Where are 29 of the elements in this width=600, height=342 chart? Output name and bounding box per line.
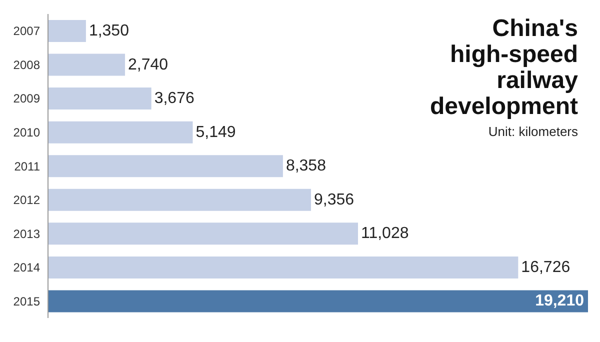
y-tick-label: 2010 xyxy=(13,125,40,140)
data-label: 11,028 xyxy=(361,225,409,242)
data-label: 1,350 xyxy=(88,22,130,40)
y-tick-label: 2012 xyxy=(13,193,40,208)
data-label: 9,356 xyxy=(314,191,354,208)
bar xyxy=(48,54,126,76)
bar xyxy=(48,290,588,312)
bar xyxy=(48,121,193,144)
y-tick-label: 2011 xyxy=(14,159,40,174)
bar xyxy=(48,88,152,110)
y-tick-label: 2009 xyxy=(13,92,40,106)
bar xyxy=(48,256,518,278)
text: China's high-speed railway development xyxy=(428,15,578,120)
bar xyxy=(48,188,311,211)
data-label: 8,358 xyxy=(286,158,326,175)
bar xyxy=(48,222,358,245)
data-label: 3,676 xyxy=(154,90,194,108)
y-tick-label: 2013 xyxy=(13,226,40,241)
text: Unit: kilometers xyxy=(487,124,578,139)
y-tick-label: 2008 xyxy=(13,58,40,72)
data-label: 19,210 xyxy=(535,292,584,310)
bar xyxy=(48,20,86,42)
bar xyxy=(48,155,283,178)
y-tick-label: 2015 xyxy=(13,294,40,308)
data-label: 5,149 xyxy=(196,124,236,141)
y-tick-label: 2007 xyxy=(13,24,40,38)
data-label: 2,740 xyxy=(128,56,168,74)
y-tick-label: 2014 xyxy=(13,260,40,275)
data-label: 16,726 xyxy=(521,258,570,276)
